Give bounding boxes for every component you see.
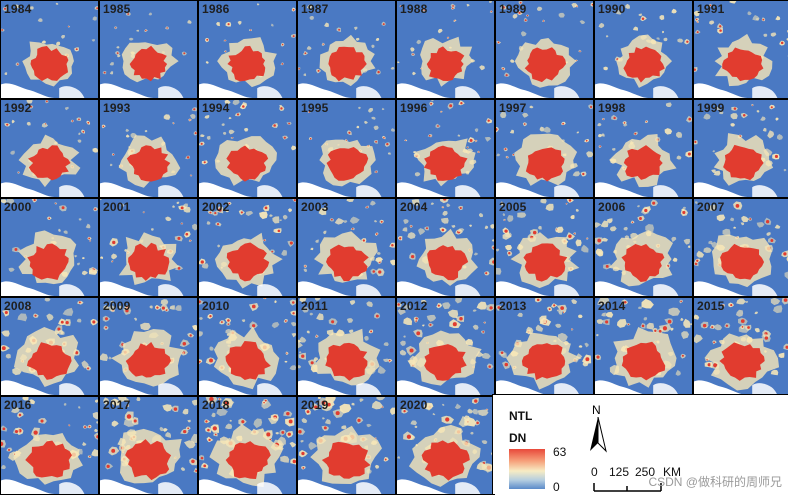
map-panel: 1987 [297, 0, 396, 99]
north-arrow-icon [587, 417, 609, 457]
map-panel: 1992 [0, 99, 99, 198]
map-panel: 2006 [594, 198, 693, 297]
watermark: CSDN @做科研的周师兄 [648, 473, 782, 490]
map-panel: 1986 [198, 0, 297, 99]
map-panel: 2015 [693, 297, 788, 396]
year-label: 2009 [103, 299, 131, 313]
map-panel: 2007 [693, 198, 788, 297]
legend-max-label: 63 [553, 445, 566, 459]
year-label: 2019 [301, 398, 329, 412]
map-panel: 2001 [99, 198, 198, 297]
year-label: 2008 [4, 299, 32, 313]
map-panel: 2019 [297, 396, 396, 495]
year-label: 2020 [400, 398, 428, 412]
year-label: 2014 [598, 299, 626, 313]
year-label: 1993 [103, 101, 131, 115]
year-label: 1995 [301, 101, 329, 115]
legend-min-label: 0 [553, 480, 560, 494]
map-panel: 2020 [396, 396, 495, 495]
year-label: 1989 [499, 2, 527, 16]
year-label: 1996 [400, 101, 428, 115]
legend-title: NTL [509, 409, 532, 423]
year-label: 1997 [499, 101, 527, 115]
year-label: 2004 [400, 200, 428, 214]
year-label: 2002 [202, 200, 230, 214]
map-panel: 1991 [693, 0, 788, 99]
legend-subtitle: DN [509, 431, 526, 445]
year-label: 1985 [103, 2, 131, 16]
map-panel: 2009 [99, 297, 198, 396]
map-panel: 2004 [396, 198, 495, 297]
map-panel: 1998 [594, 99, 693, 198]
map-panel: 1997 [495, 99, 594, 198]
map-panel: 1984 [0, 0, 99, 99]
north-arrow: N [587, 403, 609, 455]
map-panel: 1990 [594, 0, 693, 99]
map-panel: 2014 [594, 297, 693, 396]
map-panel: 2000 [0, 198, 99, 297]
map-panel: 2008 [0, 297, 99, 396]
year-label: 1987 [301, 2, 329, 16]
year-label: 1992 [4, 101, 32, 115]
north-label: N [592, 403, 601, 417]
map-panel: 2013 [495, 297, 594, 396]
year-label: 2015 [697, 299, 725, 313]
year-label: 1988 [400, 2, 428, 16]
scale-label-125: 125 [609, 465, 629, 479]
map-panel: 2005 [495, 198, 594, 297]
year-label: 1984 [4, 2, 32, 16]
map-panel: 2017 [99, 396, 198, 495]
year-label: 2016 [4, 398, 32, 412]
year-label: 2005 [499, 200, 527, 214]
color-ramp [509, 449, 545, 489]
map-panel: 2012 [396, 297, 495, 396]
map-panel: 1994 [198, 99, 297, 198]
map-panel: 2018 [198, 396, 297, 495]
year-label: 2012 [400, 299, 428, 313]
year-label: 2017 [103, 398, 131, 412]
year-label: 1994 [202, 101, 230, 115]
year-label: 2006 [598, 200, 626, 214]
year-label: 2018 [202, 398, 230, 412]
map-panel: 2016 [0, 396, 99, 495]
year-label: 1986 [202, 2, 230, 16]
year-label: 1991 [697, 2, 725, 16]
map-panel: 1996 [396, 99, 495, 198]
year-label: 2007 [697, 200, 725, 214]
map-panel: 2002 [198, 198, 297, 297]
year-label: 2000 [4, 200, 32, 214]
map-panel: 2011 [297, 297, 396, 396]
map-panel: 1988 [396, 0, 495, 99]
map-panel: 1989 [495, 0, 594, 99]
map-panel: 2003 [297, 198, 396, 297]
year-label: 2003 [301, 200, 329, 214]
map-panel: 1999 [693, 99, 788, 198]
map-panel: 1985 [99, 0, 198, 99]
year-label: 2010 [202, 299, 230, 313]
map-panel: 1993 [99, 99, 198, 198]
map-panel: 2010 [198, 297, 297, 396]
year-label: 1999 [697, 101, 725, 115]
year-label: 2013 [499, 299, 527, 313]
year-label: 2011 [301, 299, 328, 313]
year-label: 1990 [598, 2, 626, 16]
year-label: 1998 [598, 101, 626, 115]
legend-box: NTL DN 63 0 N 0 125 250 KM CSDN @做科研的周师兄 [492, 394, 788, 494]
year-label: 2001 [103, 200, 131, 214]
map-panel: 1995 [297, 99, 396, 198]
scale-label-0: 0 [591, 465, 598, 479]
